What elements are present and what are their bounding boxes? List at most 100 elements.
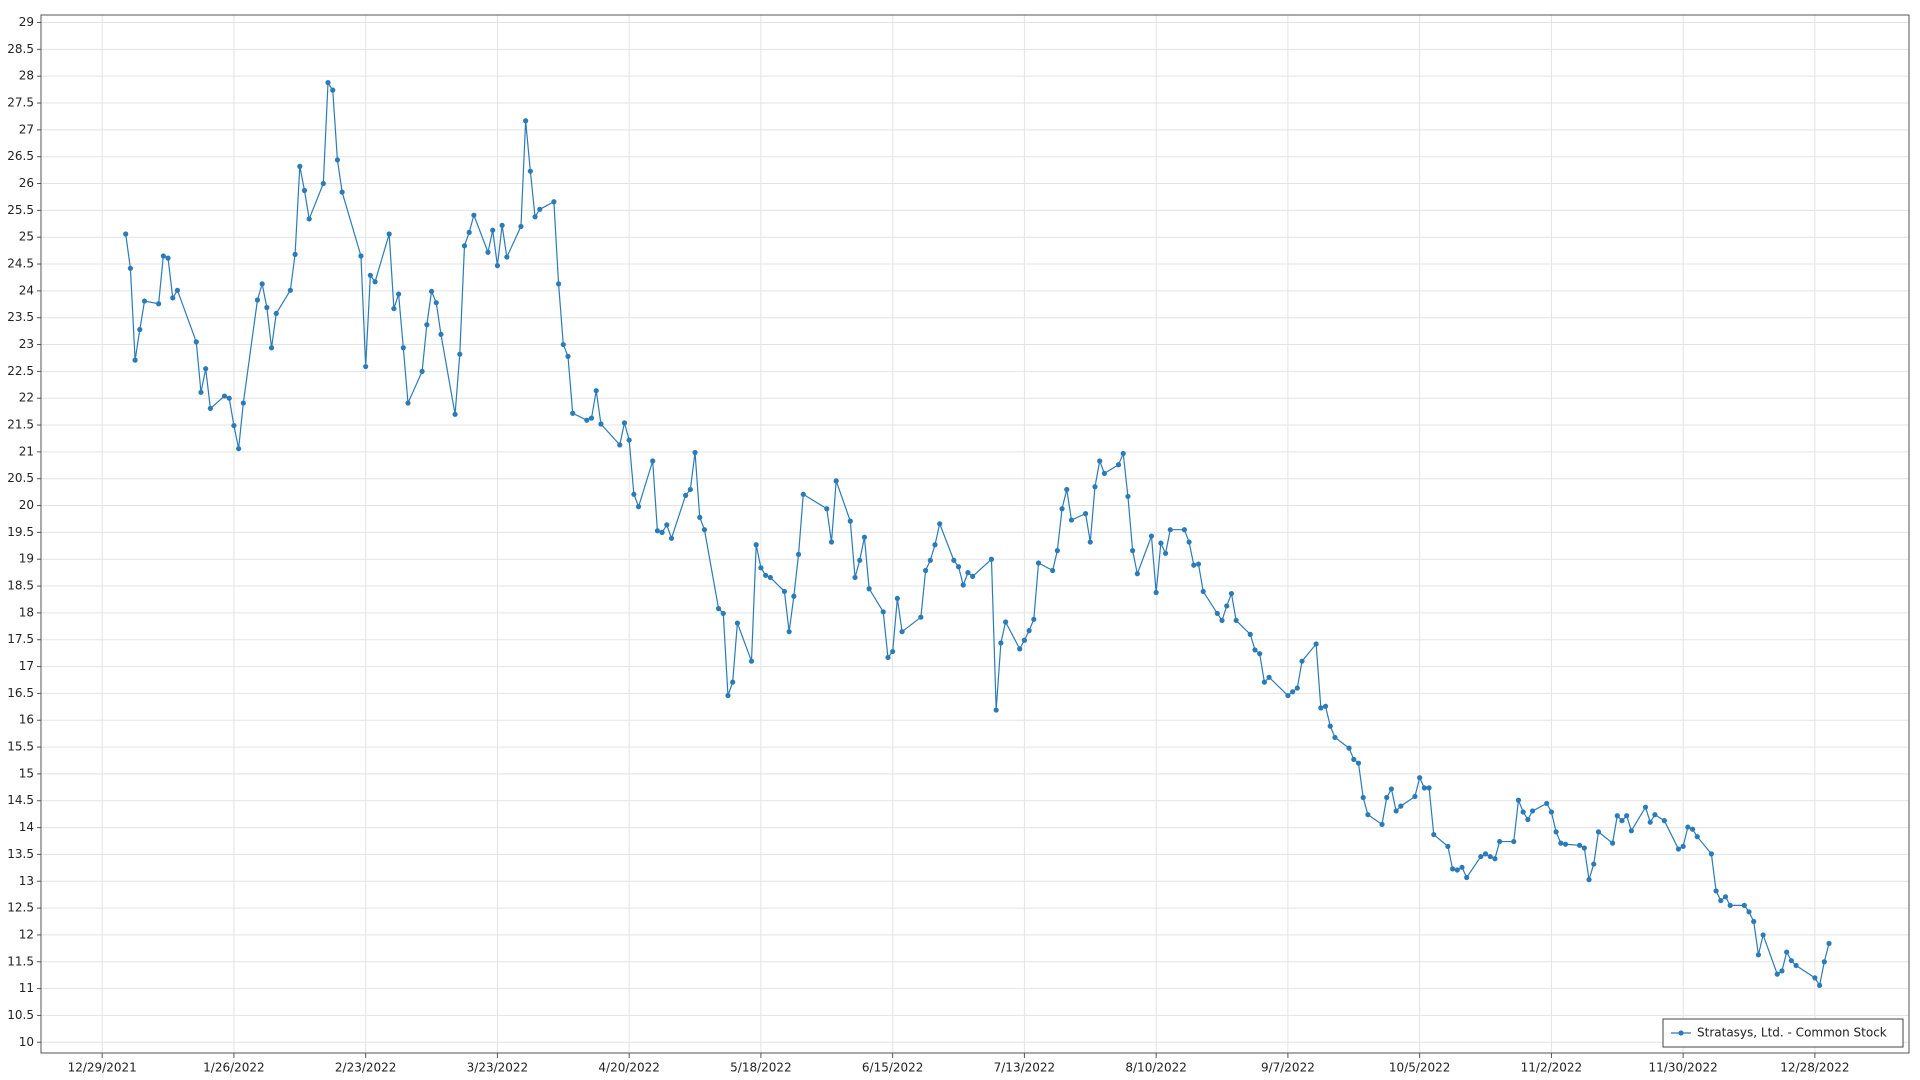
- data-point: [452, 411, 458, 417]
- data-point: [1130, 548, 1136, 554]
- y-tick-label: 26.5: [7, 149, 34, 163]
- data-point: [170, 295, 176, 301]
- data-point: [141, 298, 148, 304]
- data-point: [885, 654, 891, 661]
- x-tick-label: 11/2/2022: [1521, 1061, 1583, 1075]
- data-point: [1816, 982, 1823, 988]
- data-point: [1153, 589, 1159, 596]
- data-point: [1784, 949, 1790, 955]
- data-point: [791, 593, 797, 599]
- data-point: [1581, 845, 1587, 851]
- y-tick-label: 27.5: [7, 96, 34, 110]
- data-point: [1492, 856, 1498, 862]
- data-point: [1097, 458, 1103, 464]
- data-point: [1529, 808, 1536, 814]
- data-point: [1445, 843, 1451, 849]
- data-point: [259, 281, 265, 287]
- data-point: [240, 400, 246, 406]
- data-point: [1722, 894, 1729, 900]
- y-tick-label: 16: [19, 713, 34, 727]
- data-point: [457, 351, 463, 357]
- data-point: [320, 180, 326, 187]
- y-tick-label: 29: [19, 15, 34, 29]
- data-point: [1134, 571, 1140, 577]
- data-point: [880, 609, 886, 615]
- data-point: [551, 199, 557, 205]
- data-point: [1200, 588, 1206, 595]
- data-point: [720, 610, 726, 617]
- data-point: [1562, 841, 1569, 847]
- data-point: [1779, 968, 1785, 974]
- data-point: [781, 588, 788, 595]
- data-point: [626, 437, 632, 443]
- data-point: [174, 287, 181, 293]
- series-line: [125, 80, 1830, 987]
- data-point: [471, 212, 477, 218]
- x-tick-label: 8/10/2022: [1125, 1061, 1187, 1075]
- data-point: [1619, 818, 1625, 824]
- data-point: [1068, 517, 1075, 523]
- data-point: [1115, 462, 1122, 468]
- y-tick-label: 25.5: [7, 203, 34, 217]
- y-tick-label: 14: [19, 820, 34, 834]
- data-point: [1751, 918, 1757, 925]
- x-tick-label: 12/28/2022: [1780, 1061, 1849, 1075]
- plot-data: [123, 80, 1832, 988]
- data-point: [499, 222, 505, 228]
- data-point: [1727, 902, 1733, 909]
- data-point: [137, 326, 143, 333]
- data-point: [659, 529, 665, 535]
- data-point: [527, 168, 533, 174]
- data-point: [1360, 794, 1366, 801]
- data-point: [1355, 760, 1362, 766]
- data-point: [1487, 853, 1493, 860]
- data-point: [490, 227, 496, 233]
- y-tick-label: 24: [19, 283, 34, 297]
- y-tick-label: 26: [19, 176, 34, 190]
- data-point: [1346, 745, 1352, 751]
- data-point: [1661, 818, 1667, 824]
- data-point: [1261, 679, 1267, 685]
- data-point: [1520, 809, 1526, 815]
- data-point: [1285, 692, 1291, 699]
- x-tick-label: 3/23/2022: [467, 1061, 529, 1075]
- data-point: [1191, 562, 1197, 568]
- data-point: [1017, 646, 1023, 652]
- data-point: [132, 357, 138, 363]
- data-point: [1417, 775, 1423, 781]
- data-point: [654, 528, 660, 534]
- data-point: [748, 658, 755, 664]
- data-point: [584, 417, 590, 423]
- data-point: [466, 229, 472, 235]
- data-point: [715, 606, 722, 612]
- data-point: [358, 253, 364, 259]
- data-point: [687, 486, 693, 493]
- data-point: [1054, 548, 1060, 554]
- data-point: [1035, 560, 1042, 566]
- data-point: [405, 400, 411, 406]
- legend: Stratasys, Ltd. - Common Stock: [1662, 1018, 1904, 1048]
- data-point: [927, 557, 933, 563]
- y-tick-label: 19: [19, 552, 34, 566]
- y-tick-label: 27: [19, 122, 34, 136]
- data-point: [588, 415, 595, 421]
- data-point: [1713, 888, 1719, 894]
- data-point: [922, 567, 929, 574]
- data-point: [165, 255, 171, 261]
- data-point: [734, 620, 740, 626]
- data-point: [532, 214, 538, 220]
- data-point: [1746, 909, 1752, 915]
- y-tick-label: 20.5: [7, 471, 34, 485]
- x-tick-label: 11/30/2022: [1649, 1061, 1718, 1075]
- data-point: [861, 534, 868, 540]
- x-tick-label: 2/23/2022: [335, 1061, 397, 1075]
- data-point: [1449, 866, 1456, 872]
- data-point: [424, 322, 430, 328]
- data-point: [1322, 703, 1329, 709]
- data-point: [386, 231, 392, 237]
- y-tick-label: 21: [19, 444, 34, 458]
- data-point: [1059, 506, 1065, 512]
- data-point: [287, 287, 293, 293]
- data-point: [1548, 809, 1554, 815]
- data-point: [268, 345, 275, 351]
